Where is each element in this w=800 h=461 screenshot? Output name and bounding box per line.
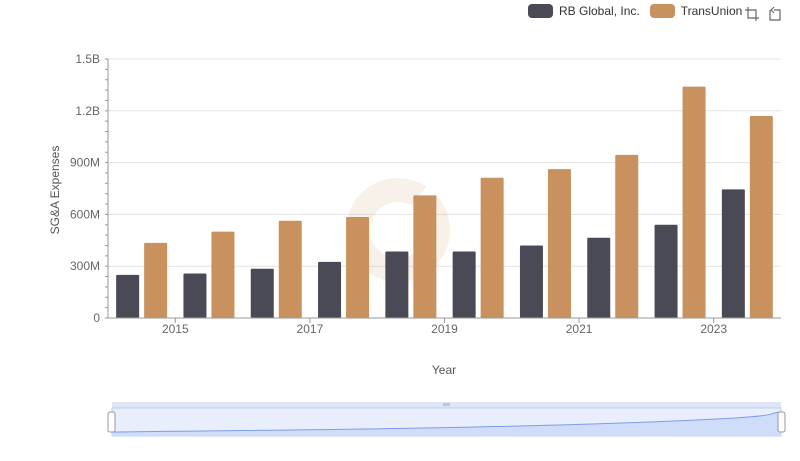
- range-slider-right-handle[interactable]: [777, 411, 786, 433]
- range-slider-grip[interactable]: [443, 403, 450, 406]
- y-tick-label: 1.5B: [75, 52, 100, 66]
- range-slider[interactable]: [107, 402, 786, 437]
- bar-rb-global-2016[interactable]: [250, 268, 274, 318]
- range-slider-area: [112, 412, 781, 436]
- x-axis-title: Year: [432, 363, 456, 377]
- legend-swatch-rb-global: [528, 4, 553, 18]
- bar-transunion-2023[interactable]: [749, 115, 773, 318]
- bar-transunion-2020[interactable]: [547, 169, 571, 318]
- toolbox: [744, 6, 782, 22]
- y-tick-label: 600M: [70, 207, 100, 221]
- bar-transunion-2018[interactable]: [413, 195, 437, 318]
- bar-rb-global-2020[interactable]: [519, 245, 543, 318]
- range-slider-line: [111, 411, 782, 433]
- bar-transunion-2021[interactable]: [615, 154, 639, 318]
- legend-swatch-transunion: [649, 4, 675, 18]
- y-tick-label: 0: [93, 311, 100, 325]
- x-axis: 2015 2017 2019 2021 2023: [108, 317, 781, 336]
- range-slider-left-handle[interactable]: [107, 411, 116, 433]
- bar-rb-global-2014[interactable]: [116, 274, 140, 318]
- legend-label-rb-global: RB Global, Inc.: [559, 4, 640, 18]
- bar-transunion-2015[interactable]: [211, 231, 235, 318]
- legend: RB Global, Inc. TransUnion: [528, 4, 742, 18]
- bar-rb-global-2015[interactable]: [183, 273, 207, 318]
- grid-lines: [108, 58, 781, 319]
- bar-rb-global-2018[interactable]: [385, 251, 409, 318]
- legend-item-rb-global[interactable]: RB Global, Inc.: [528, 4, 640, 18]
- reset-icon[interactable]: [766, 6, 782, 22]
- legend-label-transunion: TransUnion: [680, 4, 743, 18]
- bar-rb-global-2022[interactable]: [654, 224, 678, 318]
- y-axis: 0 300M 600M 900M 1.2B 1.5B: [70, 52, 109, 325]
- y-tick-label: 300M: [70, 259, 100, 273]
- zoom-icon[interactable]: [744, 6, 760, 22]
- bar-transunion-2019[interactable]: [480, 177, 504, 318]
- bar-rb-global-2021[interactable]: [587, 237, 611, 318]
- bar-rb-global-2023[interactable]: [721, 189, 745, 318]
- x-tick-label: 2023: [700, 322, 727, 336]
- bar-rb-global-2017[interactable]: [318, 261, 342, 318]
- x-tick-label: 2015: [162, 322, 189, 336]
- legend-item-transunion[interactable]: TransUnion: [649, 4, 743, 18]
- x-tick-label: 2017: [297, 322, 324, 336]
- bars-group: [116, 86, 773, 318]
- y-tick-label: 900M: [70, 156, 100, 170]
- y-tick-label: 1.2B: [75, 104, 100, 118]
- x-tick-label: 2021: [566, 322, 593, 336]
- x-tick-label: 2019: [431, 322, 458, 336]
- bar-transunion-2022[interactable]: [682, 86, 706, 318]
- bar-transunion-2014[interactable]: [144, 242, 168, 318]
- bar-rb-global-2019[interactable]: [452, 251, 476, 318]
- bar-transunion-2016[interactable]: [278, 220, 302, 318]
- bar-transunion-2017[interactable]: [346, 216, 370, 318]
- y-axis-title: SG&A Expenses: [48, 146, 62, 235]
